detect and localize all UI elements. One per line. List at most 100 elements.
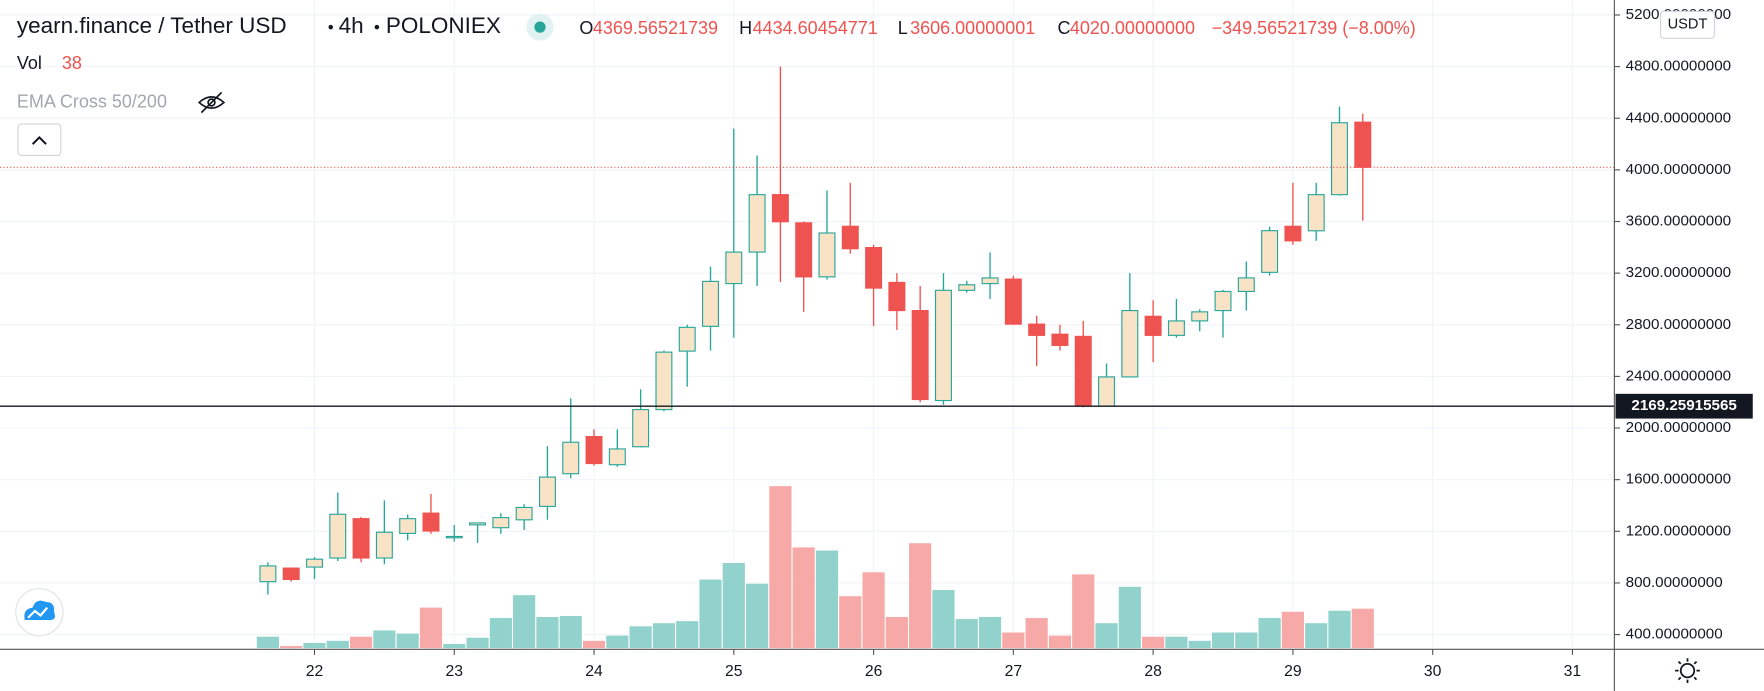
candle-body <box>585 435 603 465</box>
candle-body <box>702 280 719 327</box>
x-tick-label: 29 <box>1284 663 1302 680</box>
change: −349.56521739 (−8.00%) <box>1212 18 1416 38</box>
candle-body <box>329 513 347 559</box>
candle-body <box>818 232 836 278</box>
volume-bar <box>1142 636 1165 649</box>
volume-label: Vol <box>17 53 42 73</box>
collapse-button[interactable] <box>17 123 62 156</box>
volume-bar <box>955 619 978 649</box>
ohlc-value: 3606.00000001 <box>910 18 1035 38</box>
volume-bar <box>1002 632 1025 649</box>
y-tick-label: 3200.00000000 <box>1626 264 1731 281</box>
candle-body <box>445 535 463 539</box>
candle-body <box>1121 310 1139 378</box>
volume-bar <box>932 589 955 649</box>
x-tick-label: 26 <box>865 663 883 680</box>
volume-bar <box>489 618 512 649</box>
volume-bar <box>1305 623 1328 649</box>
candle-body <box>1098 376 1116 407</box>
price-line-label: 2169.25915565 <box>1631 397 1737 414</box>
ohlc-value: 4434.60454771 <box>753 18 878 38</box>
ohlc-key: L <box>898 18 908 38</box>
volume-bar <box>1072 574 1095 649</box>
volume-bar <box>862 572 885 649</box>
y-tick-label: 2000.00000000 <box>1626 419 1731 436</box>
hide-indicator-icon[interactable] <box>197 91 226 114</box>
candle-body <box>608 448 626 466</box>
candle-body <box>1284 225 1302 242</box>
y-tick-label: 4000.00000000 <box>1626 161 1731 178</box>
candle-body <box>934 289 952 402</box>
volume-bar <box>373 630 396 649</box>
interval: 4h <box>339 13 364 38</box>
candle-body <box>1191 311 1209 322</box>
candle-body <box>632 409 650 448</box>
settings-icon[interactable] <box>1675 658 1700 683</box>
candle-body <box>1167 320 1185 336</box>
candle-body <box>1028 323 1046 336</box>
volume-bar <box>582 640 606 649</box>
volume-bar <box>1118 586 1141 649</box>
y-tick-label: 400.00000000 <box>1626 626 1723 643</box>
candle-body <box>888 281 906 312</box>
candle-body <box>1214 290 1232 312</box>
candle-body <box>399 518 417 534</box>
volume-bar <box>1351 608 1374 649</box>
candle-body <box>1074 335 1092 407</box>
currency: USDT <box>1668 17 1708 33</box>
volume-bar <box>303 642 326 649</box>
usdt-badge[interactable]: USDT <box>1659 10 1716 39</box>
indicator-label: EMA Cross 50/200 <box>17 91 167 111</box>
x-tick-label: 28 <box>1144 663 1162 680</box>
volume-bar <box>722 562 745 649</box>
price-line-badge <box>1615 393 1753 419</box>
candle-body <box>748 194 766 253</box>
exchange: POLONIEX <box>386 13 501 38</box>
x-tick-label: 23 <box>445 663 463 680</box>
volume-bar <box>1025 618 1048 649</box>
volume-bar <box>396 633 419 649</box>
candle-body <box>981 277 999 285</box>
volume-bar <box>606 635 629 649</box>
candle-body <box>725 251 743 285</box>
x-tick-label: 25 <box>725 663 743 680</box>
candle-body <box>1331 122 1348 196</box>
volume-bar <box>256 636 279 649</box>
y-tick-label: 2400.00000000 <box>1626 367 1731 384</box>
volume-bar <box>746 583 769 649</box>
candle-body <box>1051 333 1069 346</box>
logo[interactable] <box>15 587 64 637</box>
volume-bar <box>349 636 373 649</box>
ohlc-key: O <box>579 18 593 38</box>
volume-bar <box>419 607 443 649</box>
candle-body <box>841 225 859 250</box>
candle-body <box>515 506 533 521</box>
volume-bar <box>280 646 303 649</box>
candle-body <box>1307 194 1325 232</box>
volume-bar <box>839 596 862 649</box>
volume-bar <box>1281 611 1304 649</box>
x-tick-label: 30 <box>1424 663 1442 680</box>
volume-bar <box>769 486 792 649</box>
candle-body <box>678 326 696 352</box>
ohlc-key: C <box>1058 18 1071 38</box>
candle-body <box>492 517 510 529</box>
symbol-title: yearn.finance / Tether USD <box>17 13 287 38</box>
y-tick-label: 4800.00000000 <box>1626 58 1731 75</box>
volume-bar <box>466 637 489 649</box>
candle-body <box>1261 230 1279 273</box>
candle-body <box>1354 121 1372 168</box>
volume-bar <box>559 615 582 649</box>
separator <box>374 24 380 30</box>
candle-body <box>422 512 440 532</box>
candle-body <box>375 531 393 559</box>
market-status-dot <box>534 21 546 33</box>
volume-bar <box>1188 640 1211 649</box>
candle-body <box>958 284 976 291</box>
volume-bar <box>909 543 932 649</box>
grid <box>0 0 1615 649</box>
ohlc-key: H <box>739 18 752 38</box>
volume-bar <box>1328 610 1351 649</box>
volume-pane <box>256 486 1374 649</box>
candle-body <box>352 518 370 559</box>
